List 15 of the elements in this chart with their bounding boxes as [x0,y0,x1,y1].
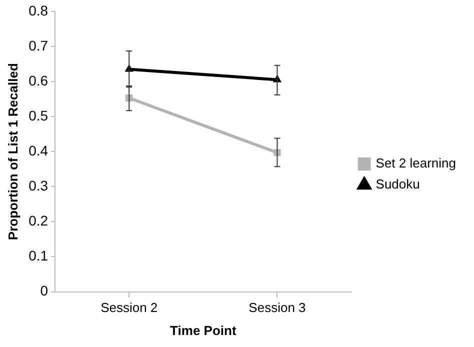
y-tick-label: 0.5 [28,107,48,124]
legend-label: Sudoku [376,176,420,192]
y-tick-label: 0.1 [28,248,48,264]
y-tick-label: 0.7 [28,37,48,54]
x-axis-title: Time Point [170,322,237,338]
legend-label: Set 2 learning [376,156,456,171]
x-tick-label: Session 2 [100,300,158,316]
y-axis-title: Proportion of List 1 Recalled [5,63,20,240]
x-tick-label: Session 3 [248,300,306,316]
y-tick-label: 0.4 [28,142,48,158]
y-tick-label: 0.6 [28,72,48,88]
y-tick-label: 0.2 [28,212,48,229]
y-tick-label: 0.8 [28,2,48,18]
y-tick-label: 0 [40,282,48,299]
y-tick-label: 0.3 [28,178,48,194]
